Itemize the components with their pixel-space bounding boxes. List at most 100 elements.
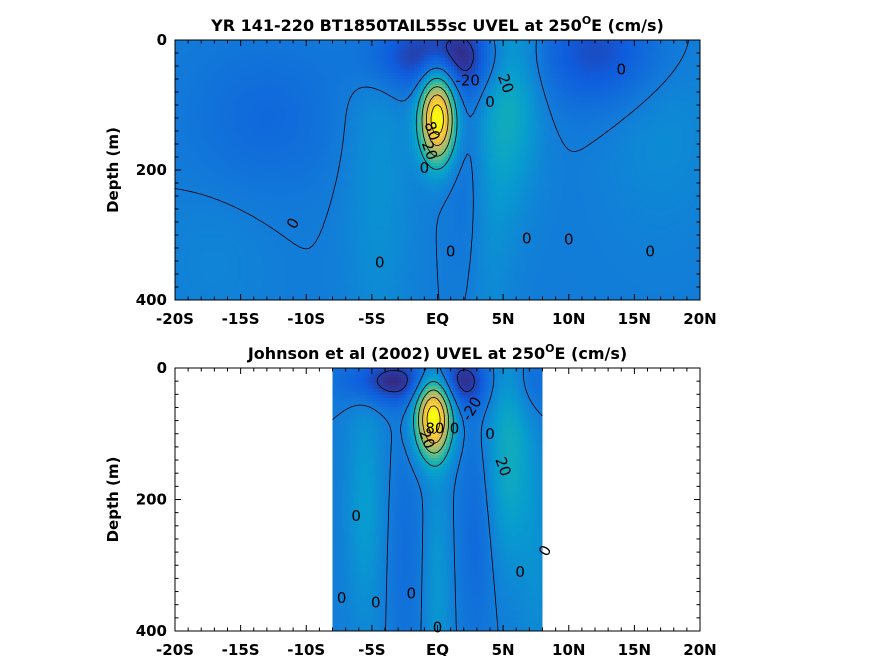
heatmap-cell bbox=[640, 67, 644, 71]
heatmap-cell bbox=[346, 109, 350, 113]
heatmap-cell bbox=[184, 109, 188, 113]
heatmap-cell bbox=[286, 46, 290, 50]
heatmap-cell bbox=[196, 79, 200, 83]
heatmap-cell bbox=[670, 91, 674, 95]
heatmap-cell bbox=[643, 88, 647, 92]
heatmap-cell bbox=[211, 73, 215, 77]
heatmap-cell bbox=[496, 91, 500, 95]
heatmap-cell bbox=[256, 100, 260, 104]
heatmap-cell bbox=[379, 106, 383, 110]
heatmap-cell bbox=[418, 106, 422, 110]
heatmap-cell bbox=[190, 121, 194, 125]
heatmap-cell bbox=[226, 85, 230, 89]
heatmap-cell bbox=[586, 73, 590, 77]
heatmap-cell bbox=[247, 79, 251, 83]
heatmap-cell bbox=[586, 64, 590, 68]
heatmap-cell bbox=[289, 73, 293, 77]
heatmap-cell bbox=[592, 49, 596, 53]
heatmap-cell bbox=[337, 64, 341, 68]
heatmap-cell bbox=[508, 67, 512, 71]
heatmap-cell bbox=[205, 61, 209, 65]
heatmap-cell bbox=[631, 118, 635, 122]
heatmap-cell bbox=[652, 85, 656, 89]
heatmap-cell bbox=[619, 76, 623, 80]
heatmap-cell bbox=[424, 40, 428, 44]
heatmap-cell bbox=[613, 118, 617, 122]
heatmap-cell bbox=[442, 73, 446, 77]
heatmap-cell bbox=[523, 67, 527, 71]
heatmap-cell bbox=[661, 121, 665, 125]
heatmap-cell bbox=[181, 79, 185, 83]
heatmap-cell bbox=[592, 79, 596, 83]
heatmap-cell bbox=[607, 100, 611, 104]
heatmap-cell bbox=[643, 49, 647, 53]
heatmap-cell bbox=[682, 109, 686, 113]
heatmap-cell bbox=[604, 97, 608, 101]
heatmap-cell bbox=[487, 109, 491, 113]
heatmap-cell bbox=[400, 100, 404, 104]
heatmap-cell bbox=[181, 49, 185, 53]
heatmap-cell bbox=[421, 64, 425, 68]
heatmap-cell bbox=[430, 115, 434, 119]
heatmap-cell bbox=[643, 73, 647, 77]
heatmap-cell bbox=[286, 82, 290, 86]
heatmap-cell bbox=[388, 124, 392, 128]
heatmap-cell bbox=[511, 82, 515, 86]
heatmap-cell bbox=[553, 67, 557, 71]
heatmap-cell bbox=[232, 61, 236, 65]
heatmap-cell bbox=[202, 124, 206, 128]
heatmap-cell bbox=[559, 97, 563, 101]
heatmap-cell bbox=[316, 70, 320, 74]
heatmap-cell bbox=[451, 121, 455, 125]
heatmap-cell bbox=[373, 52, 377, 56]
heatmap-cell bbox=[520, 49, 524, 53]
heatmap-cell bbox=[220, 100, 224, 104]
heatmap-cell bbox=[421, 118, 425, 122]
heatmap-cell bbox=[217, 64, 221, 68]
heatmap-cell bbox=[631, 76, 635, 80]
heatmap-cell bbox=[538, 91, 542, 95]
heatmap-cell bbox=[610, 61, 614, 65]
heatmap-cell bbox=[499, 112, 503, 116]
heatmap-cell bbox=[616, 112, 620, 116]
heatmap-cell bbox=[286, 76, 290, 80]
heatmap-cell bbox=[229, 67, 233, 71]
heatmap-cell bbox=[568, 64, 572, 68]
heatmap-cell bbox=[295, 64, 299, 68]
heatmap-cell bbox=[394, 67, 398, 71]
heatmap-cell bbox=[271, 67, 275, 71]
heatmap-cell bbox=[646, 115, 650, 119]
heatmap-cell bbox=[445, 64, 449, 68]
heatmap-cell bbox=[598, 70, 602, 74]
heatmap-cell bbox=[337, 97, 341, 101]
heatmap-cell bbox=[286, 118, 290, 122]
heatmap-cell bbox=[436, 58, 440, 62]
heatmap-cell bbox=[496, 73, 500, 77]
heatmap-cell bbox=[415, 82, 419, 86]
heatmap-cell bbox=[397, 52, 401, 56]
heatmap-cell bbox=[220, 79, 224, 83]
heatmap-cell bbox=[187, 118, 191, 122]
heatmap-cell bbox=[295, 43, 299, 47]
heatmap-cell bbox=[373, 112, 377, 116]
heatmap-cell bbox=[319, 94, 323, 98]
heatmap-cell bbox=[694, 97, 698, 101]
heatmap-cell bbox=[550, 73, 554, 77]
heatmap-cell bbox=[325, 76, 329, 80]
heatmap-cell bbox=[310, 115, 314, 119]
heatmap-cell bbox=[406, 100, 410, 104]
heatmap-cell bbox=[682, 76, 686, 80]
heatmap-cell bbox=[571, 61, 575, 65]
heatmap-cell bbox=[247, 121, 251, 125]
heatmap-cell bbox=[616, 46, 620, 50]
heatmap-cell bbox=[448, 85, 452, 89]
heatmap-cell bbox=[319, 97, 323, 101]
heatmap-cell bbox=[229, 106, 233, 110]
heatmap-cell bbox=[334, 55, 338, 59]
heatmap-cell bbox=[592, 58, 596, 62]
heatmap-cell bbox=[514, 85, 518, 89]
heatmap-cell bbox=[478, 73, 482, 77]
heatmap-cell bbox=[391, 82, 395, 86]
heatmap-cell bbox=[628, 85, 632, 89]
heatmap-cell bbox=[178, 79, 182, 83]
